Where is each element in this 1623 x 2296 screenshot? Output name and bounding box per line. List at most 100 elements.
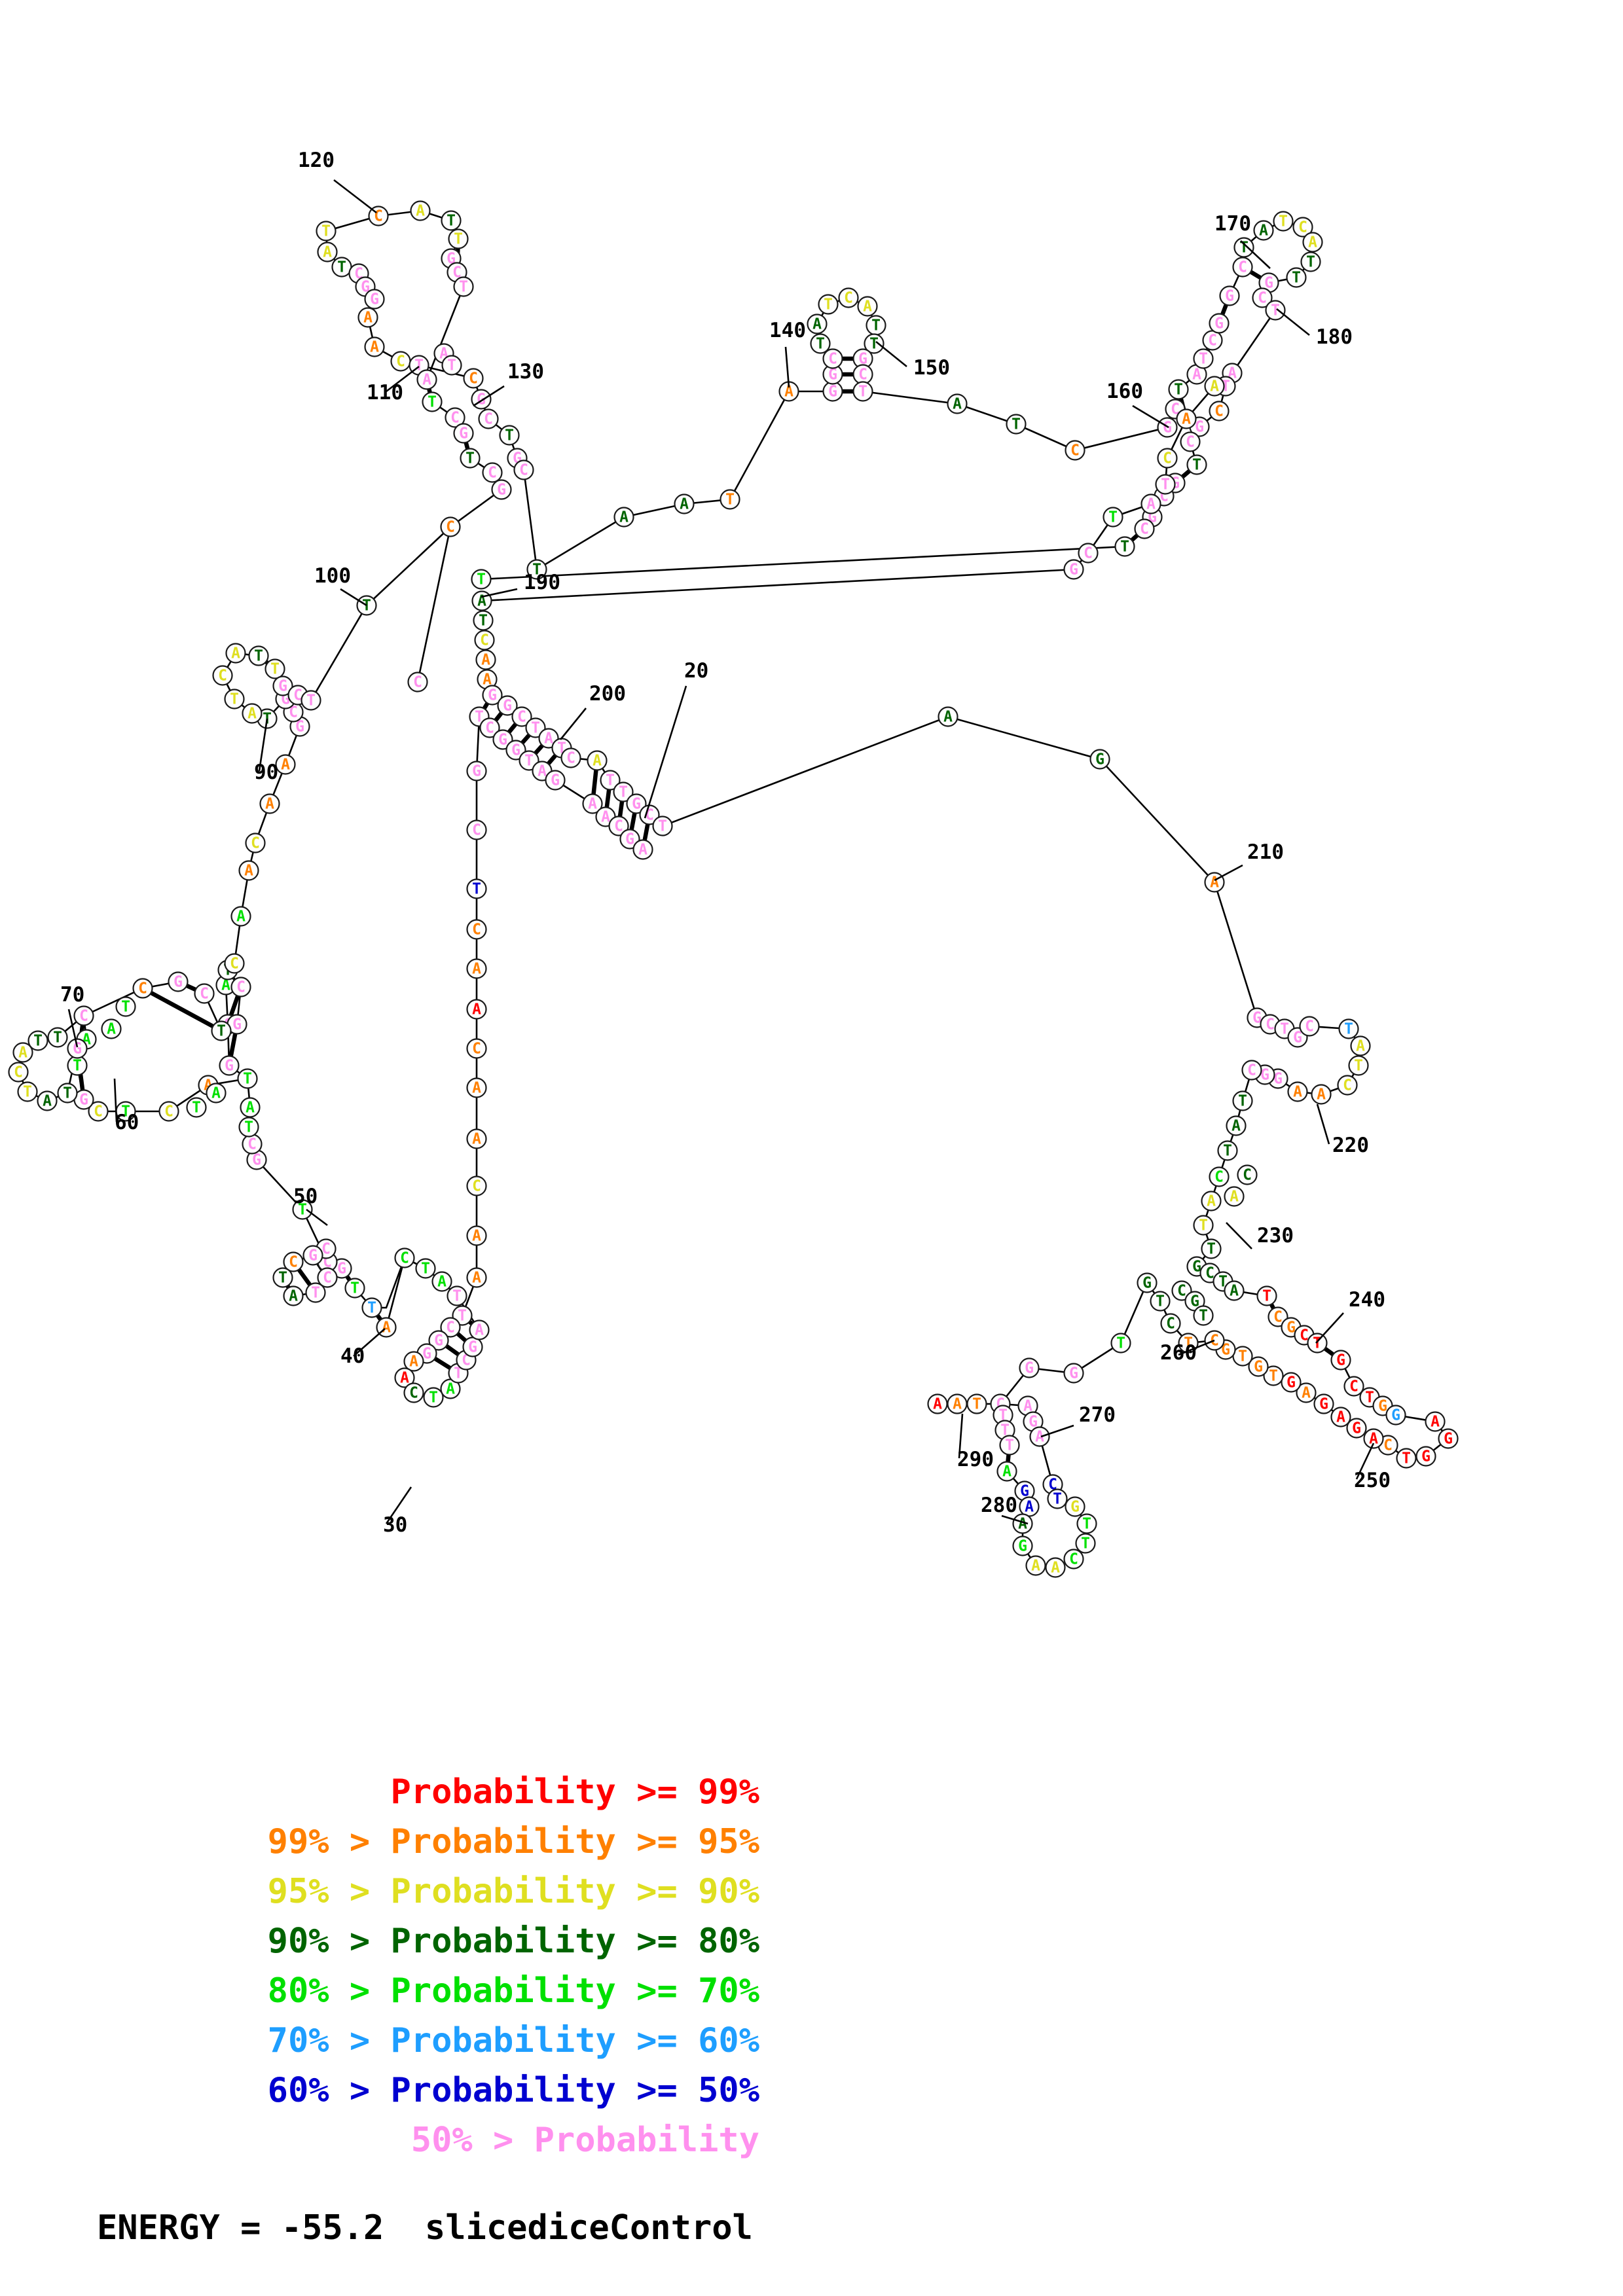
- nucleotide-circle: [1103, 507, 1123, 528]
- nucleotide-letter: T: [858, 384, 867, 401]
- nucleotide-letter: T: [1239, 240, 1249, 257]
- nucleotide-circle: [1089, 749, 1110, 770]
- nucleotide-letter: T: [532, 562, 541, 579]
- nucleotide-circle: [1396, 1448, 1417, 1469]
- nucleotide-circle: [316, 221, 337, 242]
- nucleotide-letter: G: [1391, 1407, 1400, 1424]
- nucleotide-letter: A: [544, 730, 553, 747]
- nucleotide-circle: [12, 1042, 33, 1063]
- nucleotide-node: C: [1160, 1313, 1181, 1334]
- backbone-segment: [661, 715, 1216, 884]
- nucleotide-circle: [428, 1330, 449, 1351]
- nucleotide-node: T: [415, 1258, 436, 1279]
- nucleotide-node: A: [582, 793, 603, 814]
- nucleotide-node: A: [1204, 872, 1225, 893]
- nucleotide-letter: A: [1023, 1398, 1032, 1415]
- nucleotide-circle: [416, 369, 437, 390]
- nucleotide-node: A: [613, 507, 634, 528]
- nucleotide-letter: C: [247, 1136, 257, 1153]
- nucleotide-circle: [1137, 1272, 1158, 1293]
- nucleotide-node: C: [158, 1101, 179, 1122]
- position-number: 230: [1257, 1224, 1294, 1247]
- nucleotide-letter: C: [323, 1270, 332, 1287]
- position-label: 270: [1040, 1403, 1116, 1438]
- position-number: 90: [254, 761, 278, 784]
- nucleotide-node: G: [428, 1330, 449, 1351]
- nucleotide-circle: [587, 750, 608, 771]
- nucleotide-circle: [344, 1278, 365, 1299]
- nucleotide-letter: A: [211, 1085, 221, 1102]
- nucleotide-circle: [1350, 1035, 1371, 1056]
- nucleotide-circle: [88, 1101, 109, 1122]
- nucleotide-circle: [1176, 408, 1197, 429]
- legend-row-50: 60% > Probability >= 50%: [267, 2071, 759, 2110]
- nucleotide-circle: [1415, 1446, 1436, 1467]
- nucleotide-circle: [938, 706, 958, 727]
- nucleotide-letter: T: [298, 1202, 307, 1219]
- nucleotide-letter: A: [323, 244, 332, 261]
- nucleotide-letter: T: [33, 1033, 43, 1050]
- nucleotide-circle: [1012, 1535, 1033, 1556]
- nucleotide-circle: [194, 983, 215, 1004]
- nucleotide-node: A: [466, 1225, 487, 1246]
- nucleotide-circle: [283, 1285, 304, 1306]
- nucleotide-letter: T: [472, 881, 481, 898]
- nucleotide-letter: G: [361, 279, 370, 296]
- backbone-segment: [310, 526, 452, 702]
- nucleotide-node: T: [818, 294, 839, 315]
- nucleotide-node: G: [545, 770, 566, 791]
- nucleotide-letter: T: [524, 753, 534, 770]
- nucleotide-letter: T: [192, 1100, 201, 1117]
- nucleotide-circle: [440, 1317, 461, 1338]
- nucleotide-circle: [822, 348, 843, 369]
- position-label: 140: [769, 319, 806, 388]
- nucleotide-node: G: [1063, 559, 1084, 580]
- nucleotide-node: A: [1017, 1395, 1038, 1416]
- position-number: 260: [1160, 1341, 1197, 1365]
- nucleotide-letter: A: [422, 372, 431, 389]
- nucleotide-letter: C: [289, 1254, 298, 1271]
- position-number: 60: [115, 1111, 139, 1134]
- position-leader-line: [1178, 1339, 1215, 1356]
- nucleotide-node: T: [361, 1297, 382, 1318]
- nucleotide-circle: [305, 1282, 326, 1303]
- nucleotide-node: T: [344, 1278, 365, 1299]
- nucleotide-circle: [242, 703, 263, 724]
- nucleotide-node: G: [497, 695, 518, 716]
- nucleotide-letter: A: [231, 645, 240, 662]
- nucleotide-node: A: [1019, 1496, 1040, 1517]
- nucleotide-node: A: [927, 1393, 948, 1414]
- position-number: 250: [1354, 1469, 1391, 1492]
- legend-row-70: 80% > Probability >= 70%: [267, 1971, 759, 2011]
- nucleotide-circle: [1140, 493, 1161, 514]
- legend-row-low: 50% > Probability: [410, 2121, 759, 2160]
- nucleotide-node: G: [1019, 1357, 1040, 1378]
- nucleotide-node: T: [471, 569, 492, 590]
- nucleotide-letter: A: [1210, 874, 1219, 891]
- nucleotide-letter: C: [396, 353, 405, 370]
- nucleotide-letter: C: [321, 1241, 331, 1258]
- nucleotide-letter: A: [1192, 367, 1201, 384]
- nucleotide-circle: [57, 1083, 78, 1103]
- nucleotide-letter: A: [289, 1288, 298, 1305]
- nucleotide-letter: G: [1190, 1293, 1199, 1310]
- nucleotide-letter: T: [1199, 1308, 1208, 1325]
- nucleotide-letter: G: [1069, 562, 1078, 579]
- nucleotide-letter: A: [1231, 1118, 1241, 1135]
- nucleotide-node: T: [652, 816, 673, 836]
- nucleotide-node: T: [17, 1081, 38, 1102]
- nucleotide-letter: C: [1383, 1437, 1393, 1454]
- nucleotide-node: A: [466, 1128, 487, 1149]
- nucleotide-letter: T: [658, 818, 667, 835]
- nucleotide-letter: G: [1070, 1499, 1080, 1516]
- nucleotide-circle: [1134, 518, 1155, 539]
- nucleotide-circle: [466, 958, 487, 979]
- nucleotide-letter: A: [933, 1396, 942, 1413]
- nucleotide-node: T: [1307, 1333, 1328, 1354]
- nucleotide-node: G: [822, 381, 843, 402]
- nucleotide-circle: [482, 685, 503, 706]
- nucleotide-node: A: [1224, 1280, 1245, 1301]
- nucleotide-circle: [453, 423, 474, 444]
- nucleotide-node: G: [1346, 1418, 1367, 1439]
- nucleotide-circle: [423, 1387, 444, 1408]
